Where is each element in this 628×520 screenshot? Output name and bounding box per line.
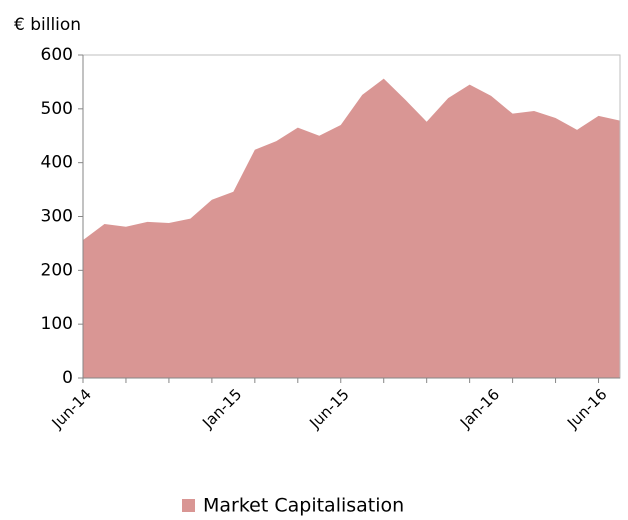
- y-tick-label: 100: [41, 314, 73, 334]
- legend-swatch: [182, 499, 195, 512]
- y-tick-label: 400: [41, 153, 73, 173]
- x-tick-label: Jun-14: [48, 385, 95, 432]
- x-tick-label: Jan-15: [198, 385, 245, 432]
- y-tick-label: 300: [41, 207, 73, 227]
- y-tick-label: 0: [62, 368, 73, 388]
- y-axis-label: € billion: [14, 15, 81, 35]
- area: [83, 78, 620, 378]
- y-tick-label: 500: [41, 99, 73, 119]
- y-tick-label: 200: [41, 260, 73, 280]
- x-tick-label: Jun-15: [305, 385, 352, 432]
- y-tick-label: 600: [41, 45, 73, 65]
- legend-label: Market Capitalisation: [203, 495, 404, 517]
- x-tick-label: Jun-16: [563, 385, 610, 432]
- x-tick-label: Jan-16: [456, 385, 503, 432]
